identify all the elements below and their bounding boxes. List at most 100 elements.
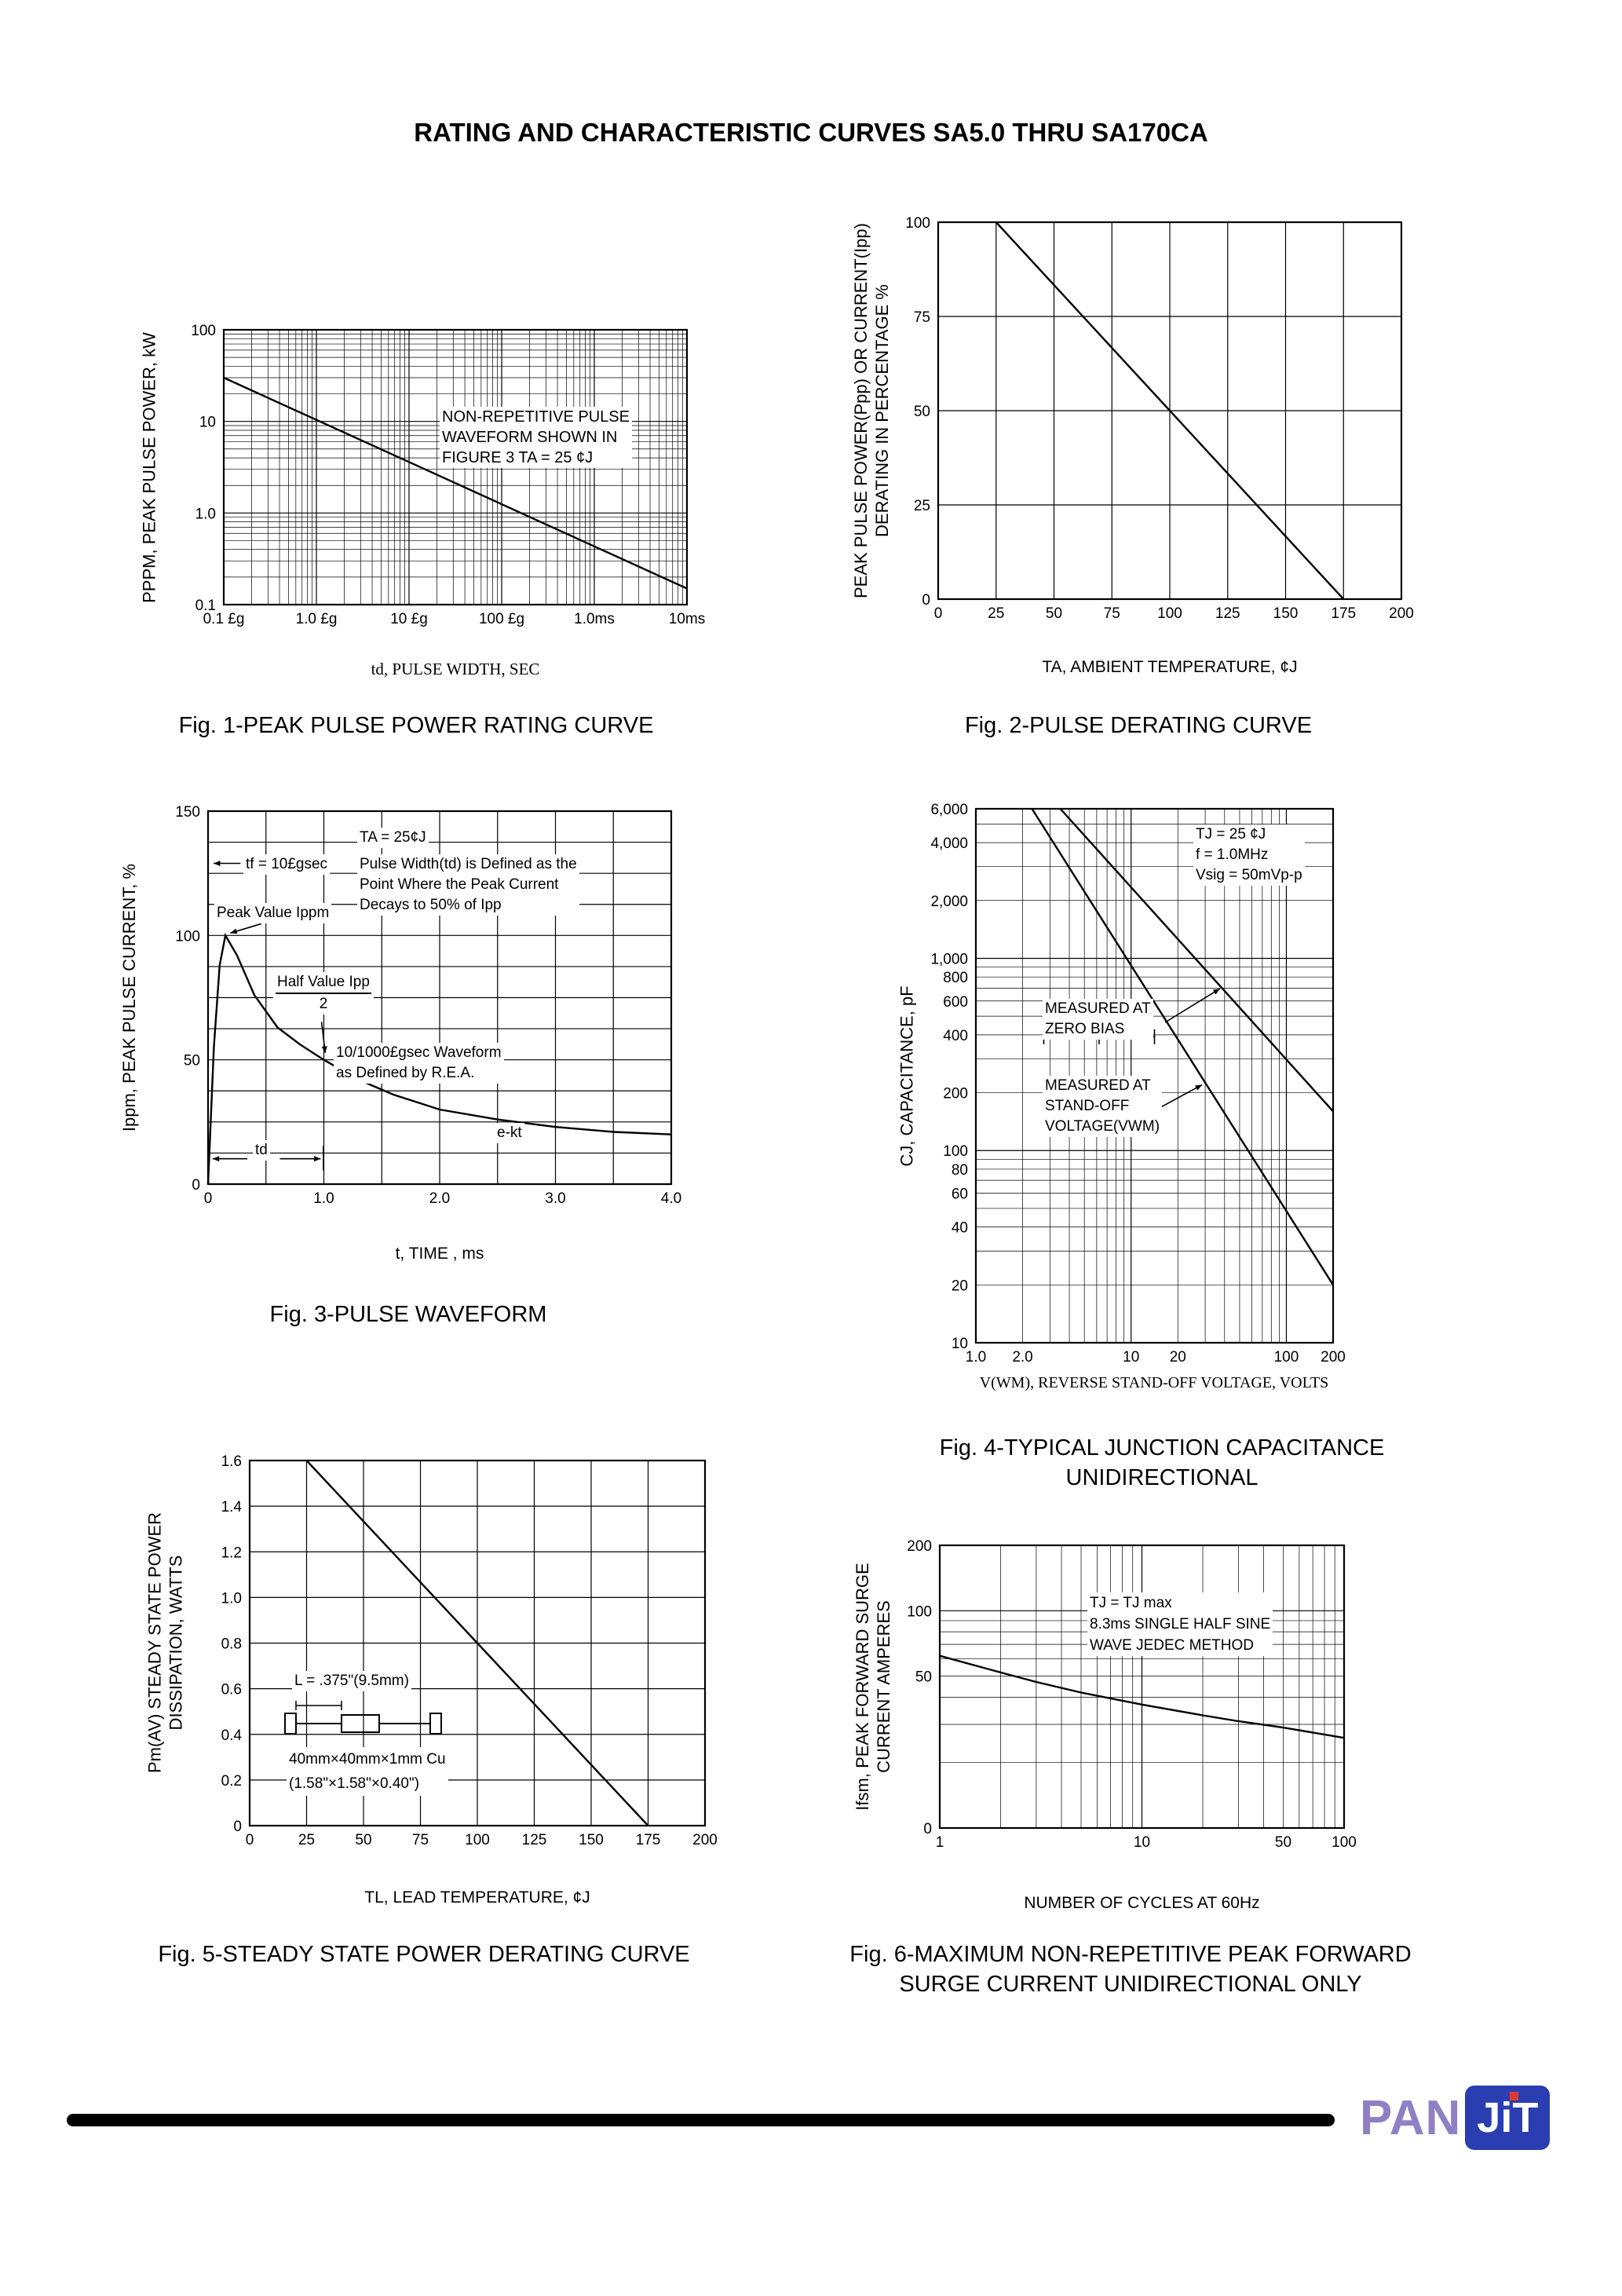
annotation-line: f = 1.0MHz [1196,846,1269,863]
fig1-chart-plot: 0.1 £g 1.0 £g 10 £g 100 £g 1.0ms 10ms 100 10 1.0… [191,323,705,627]
svg-text:3.0: 3.0 [545,1190,565,1207]
svg-text:100: 100 [191,323,216,339]
svg-text:2,000: 2,000 [930,894,968,910]
svg-text:150: 150 [579,1832,604,1848]
svg-text:10: 10 [199,415,216,431]
svg-text:80: 80 [952,1162,968,1179]
svg-text:100 £g: 100 £g [479,611,524,627]
svg-text:75: 75 [914,309,930,326]
fig5-caption: Fig. 5-STEADY STATE POWER DERATING CURVE [158,1942,690,1967]
fig1-y-axis-label: PPPM, PEAK PULSE POWER, kW [139,332,159,603]
fig4-zero-bias-annotation: MEASURED AT ZERO BIAS [1043,999,1153,1040]
svg-text:0.8: 0.8 [221,1636,242,1653]
svg-text:0: 0 [246,1832,254,1848]
svg-text:1.2: 1.2 [221,1545,242,1561]
fig3-caption: Fig. 3-PULSE WAVEFORM [269,1302,547,1327]
annotation-line: ZERO BIAS [1045,1021,1125,1037]
fig5-y-axis-label: Pm(AV) STEADY STATE POWER DISSIPATION, W… [144,1461,187,1826]
fig2-y-axis-label: PEAK PULSE POWER(Ppp) OR CURRENT(Ipp) DE… [850,222,893,599]
figure-6-peak-forward-surge-current: Ifsm, PEAK FORWARD SURGE CURRENT AMPERES… [816,1515,1445,2065]
svg-text:1.0: 1.0 [313,1190,334,1207]
svg-text:200: 200 [1321,1349,1346,1366]
page-title: RATING AND CHARACTERISTIC CURVES SA5.0 T… [414,118,1208,147]
svg-text:10: 10 [952,1336,968,1352]
axis-label-line: CURRENT AMPERES [874,1600,893,1773]
svg-text:200: 200 [943,1086,968,1102]
logo-text-pan: PAN [1360,2090,1462,2145]
svg-text:1.0ms: 1.0ms [574,611,615,627]
annotation-line: VOLTAGE(VWM) [1045,1118,1160,1135]
svg-text:150: 150 [175,804,200,821]
svg-text:100: 100 [907,1603,932,1620]
annotation-line: STAND-OFF [1045,1098,1130,1114]
figure-2-pulse-derating: PEAK PULSE POWER(Ppp) OR CURRENT(Ipp) DE… [816,204,1460,754]
fig4-x-axis-label: V(WM), REVERSE STAND-OFF VOLTAGE, VOLTS [979,1374,1329,1391]
svg-text:10: 10 [1134,1834,1150,1851]
axis-label-line: Pm(AV) STEADY STATE POWER [144,1512,165,1774]
svg-text:100: 100 [943,1143,968,1160]
svg-text:1.0 £g: 1.0 £g [296,611,338,627]
svg-text:40: 40 [952,1220,968,1237]
fig3-pulse-width-annotation: Pulse Width(td) is Defined as the Point … [357,854,579,916]
svg-text:2.0: 2.0 [429,1190,450,1207]
svg-text:100: 100 [1332,1834,1357,1851]
logo-red-dot-icon [1510,2092,1519,2100]
svg-text:10 £g: 10 £g [390,611,428,627]
svg-text:600: 600 [943,994,968,1011]
fig5-copper-pad-annotation: 40mm×40mm×1mm Cu (1.58"×1.58"×0.40") [287,1747,448,1796]
axis-label-line: DISSIPATION, WATTS [166,1555,186,1731]
annotation-line: MEASURED AT [1045,1000,1151,1017]
fig3-temperature-annotation: TA = 25¢J [357,828,429,848]
annotation-line: Point Where the Peak Current [360,876,559,893]
svg-text:175: 175 [636,1832,661,1848]
annotation-line: 2 [319,996,328,1012]
figure-4-junction-capacitance: CJ, CAPACITANCE, pF 1.0 2.0 10 20 100 200 6,00… [848,793,1476,1539]
fig4-stand-off-annotation: MEASURED AT STAND-OFF VOLTAGE(VWM) [1043,1076,1163,1137]
fig3-tf-annotation: tf = 10£gsec [243,854,331,875]
axis-label-line: DERATING IN PERCENTAGE % [872,284,892,537]
svg-text:4.0: 4.0 [661,1190,681,1207]
svg-text:1.6: 1.6 [221,1453,242,1470]
fig6-y-axis-label: Ifsm, PEAK FORWARD SURGE CURRENT AMPERES [852,1545,894,1828]
footer-rule [67,2114,1335,2126]
svg-text:1.0: 1.0 [221,1590,242,1607]
annotation-line: FIGURE 3 TA = 25 ¢J [442,449,594,466]
logo-box: JiT [1465,2086,1551,2150]
svg-text:0: 0 [934,605,943,622]
svg-text:20: 20 [952,1278,968,1294]
figure-5-steady-state-power-derating: Pm(AV) STEADY STATE POWER DISSIPATION, W… [102,1429,746,1994]
annotation-line: NON-REPETITIVE PULSE [442,408,630,426]
fig1-caption: Fig. 1-PEAK PULSE POWER RATING CURVE [178,713,654,738]
fig4-test-conditions-annotation: TJ = 25 ¢J f = 1.0MHz Vsig = 50mVp-p [1193,824,1305,886]
svg-text:200: 200 [1389,605,1414,622]
fig5-x-axis-label: TL, LEAD TEMPERATURE, ¢J [364,1888,590,1907]
fig3-x-axis-label: t, TIME , ms [395,1245,484,1263]
figure-3-pulse-waveform: Ippm, PEAK PULSE CURRENT, % 0 1.0 2.0 3.0 4.… [86,793,730,1343]
svg-text:800: 800 [943,970,968,986]
axis-label-line: PEAK PULSE POWER(Ppp) OR CURRENT(Ipp) [851,223,871,598]
svg-text:0: 0 [233,1819,242,1835]
svg-text:50: 50 [184,1053,200,1069]
fig4-caption: Fig. 4-TYPICAL JUNCTION CAPACITANCE UNID… [848,1433,1476,1493]
svg-text:100: 100 [1157,605,1182,622]
svg-text:60: 60 [952,1186,968,1203]
caption-line: UNIDIRECTIONAL [1065,1465,1259,1490]
annotation-line: Vsig = 50mVp-p [1196,867,1302,883]
svg-text:10: 10 [1123,1349,1139,1366]
axis-label-line: Ifsm, PEAK FORWARD SURGE [853,1563,872,1811]
svg-text:200: 200 [907,1538,932,1555]
svg-text:0.1 £g: 0.1 £g [203,611,245,627]
svg-text:1,000: 1,000 [930,951,968,967]
svg-text:125: 125 [1215,605,1240,622]
annotation-line: 8.3ms SINGLE HALF SINE [1090,1616,1271,1632]
caption-line: Fig. 4-TYPICAL JUNCTION CAPACITANCE [939,1435,1385,1461]
annotation-line: 10/1000£gsec Waveform [336,1044,502,1061]
caption-line: SURGE CURRENT UNIDIRECTIONAL ONLY [899,1972,1362,1997]
annotation-line: WAVEFORM SHOWN IN [442,429,618,446]
fig5-lead-length-annotation: L = .375"(9.5mm) [292,1671,411,1691]
fig6-test-conditions-annotation: TJ = TJ max 8.3ms SINGLE HALF SINE WAVE … [1087,1592,1273,1656]
fig2-x-axis-label: TA, AMBIENT TEMPERATURE, ¢J [1042,658,1298,676]
svg-text:50: 50 [1046,605,1062,622]
svg-text:0.2: 0.2 [221,1773,242,1790]
